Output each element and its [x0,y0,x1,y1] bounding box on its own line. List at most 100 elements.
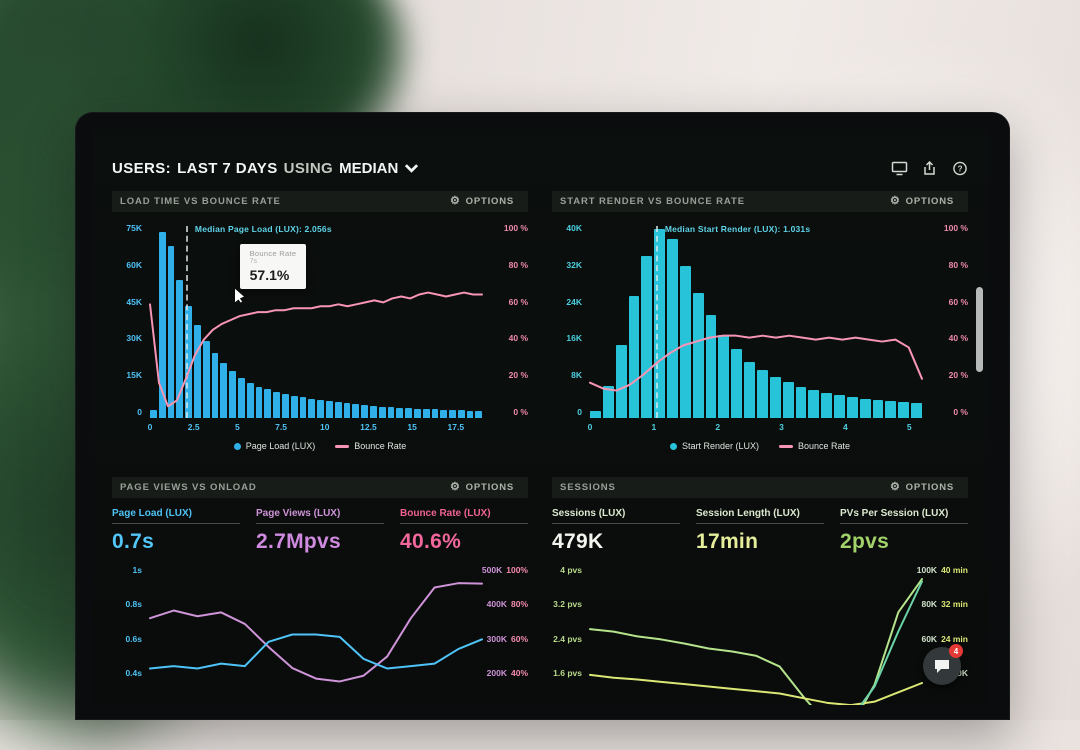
histogram-bar [440,409,448,418]
chart-legend: Page Load (LUX) Bounce Rate [112,441,528,451]
median-line: Median Page Load (LUX): 2.056s [185,224,332,418]
axis-label: 400K [486,599,507,610]
line-overlay [590,222,922,418]
axis-label: 0 % [513,406,528,417]
options-label: OPTIONS [465,196,514,207]
options-button[interactable]: ⚙ OPTIONS [884,195,960,208]
axis-label-pair: 300K 60% [487,634,528,644]
metric-value: 2.7Mpvs [256,530,341,553]
legend-marker [778,444,793,448]
options-button[interactable]: ⚙ OPTIONS [884,481,960,494]
axis-label: 60K [921,633,938,644]
panel-title: SESSIONS [560,482,616,493]
histogram-bar [255,386,263,418]
axis-label: 2.5 [187,422,200,432]
axis-label: 0.8s [125,599,142,610]
chat-badge: 4 [949,644,963,658]
gear-icon: ⚙ [449,481,461,493]
histogram-bar [211,352,219,418]
legend-item[interactable]: Bounce Rate [335,441,406,451]
histogram-bar [641,256,653,418]
histogram-bar [602,386,614,418]
axis-label: 40 % [948,333,968,344]
bounce-rate-line [150,293,482,407]
legend-marker [335,444,350,448]
metric-label: Sessions (LUX) [552,508,680,524]
metric-value: 40.6% [400,530,462,553]
axis-label: 45K [126,296,142,307]
x-axis: 0 2.5 5 7.5 10 12.5 15 17.5 [148,421,482,436]
y-axis-right: 100 % 80 % 60 % 40 % 20 % 0 % [490,222,528,418]
laptop-screen: USERS: LAST 7 DAYS USING MEDIAN [93,129,988,705]
chart-area: 40K 32K 24K 16K 8K 0 Median Start Render (LUX… [552,222,968,418]
series-line [150,634,482,668]
y-axis-right: 500K 100% 400K 80% 300K 60% 200K 40% [482,564,528,679]
series-line [590,579,922,705]
metric-label: PVs Per Session (LUX) [840,508,968,524]
axis-label: 3 [779,422,784,432]
svg-text:?: ? [957,164,962,173]
histogram-bar [615,344,627,418]
scrollbar-thumb[interactable] [976,287,983,372]
histogram-bar [264,389,272,418]
tooltip: Bounce Rate 7s 57.1% [234,243,307,303]
legend-label: Start Render (LUX) [681,441,759,451]
series-line [590,582,922,706]
chat-bubble-button[interactable]: 4 [923,644,963,685]
axis-label: 24K [566,296,582,307]
histogram-bar [387,407,395,418]
axis-label: 40K [952,667,968,678]
axis-label: 80 % [948,259,968,270]
metric-label: Bounce Rate (LUX) [400,508,528,524]
panel-start-render-vs-bounce-rate: START RENDER VS BOUNCE RATE ⚙ OPTIONS 40… [552,191,968,451]
chat-icon [935,660,949,673]
histogram-plot: Median Start Render (LUX): 1.031s [590,222,922,418]
histogram-bar [911,403,922,418]
histogram-bar [834,395,845,418]
axis-label: 100 % [503,223,528,233]
metric-label: Session Length (LUX) [696,508,824,524]
histogram-bar [654,229,666,418]
metric-label: Page Views (LUX) [256,508,384,524]
chart-legend: Start Render (LUX) Bounce Rate [552,441,968,451]
chart-area: 1s 0.8s 0.6s 0.4s 500K 100% 400K 80% 300K 60% 200… [112,564,528,705]
title-users: USERS: [112,159,172,177]
histogram-bar [176,279,184,418]
monitor-icon[interactable] [891,161,908,176]
help-icon[interactable]: ? [951,161,968,176]
y-axis-right: 100K 40 min 80K 32 min 60K 24 min 40K [917,564,968,679]
histogram-bar [150,410,157,418]
axis-label: 60K [126,259,142,270]
options-button[interactable]: ⚙ OPTIONS [444,195,520,208]
histogram-bar [872,400,884,418]
gear-icon: ⚙ [449,195,461,207]
legend-item[interactable]: Page Load (LUX) [233,441,315,451]
laptop-bezel: USERS: LAST 7 DAYS USING MEDIAN [75,112,1010,720]
header-toolbar: ? [891,160,968,176]
bounce-rate-line [590,336,922,391]
legend-item[interactable]: Start Render (LUX) [669,441,759,451]
options-button[interactable]: ⚙ OPTIONS [444,481,520,494]
line-plot [150,564,482,705]
share-icon[interactable] [921,160,938,176]
metric: Session Length (LUX) 17min [696,508,824,554]
chart-area: 75K 60K 45K 30K 15K 0 Median Page Load (LUX):… [112,222,528,418]
panel-header: PAGE VIEWS VS ONLOAD ⚙ OPTIONS [112,477,528,498]
legend-item[interactable]: Bounce Rate [778,441,850,451]
metric-value: 479K [552,530,604,553]
title-metric: MEDIAN [339,159,399,177]
metric-dropdown[interactable]: MEDIAN [339,160,419,177]
histogram-bar [237,377,245,418]
axis-label: 75K [126,223,142,233]
histogram-bar [158,232,166,418]
histogram-bar [308,398,316,418]
histogram-bar [405,408,412,418]
metric: PVs Per Session (LUX) 2pvs [840,508,968,554]
axis-label: 500K [481,565,503,575]
histogram-bar [281,393,289,418]
histogram-bar [667,239,678,418]
histogram-bar [475,410,483,418]
series-line [590,675,922,705]
histogram-bar [782,382,794,418]
axis-label: 7.5 [275,422,287,432]
